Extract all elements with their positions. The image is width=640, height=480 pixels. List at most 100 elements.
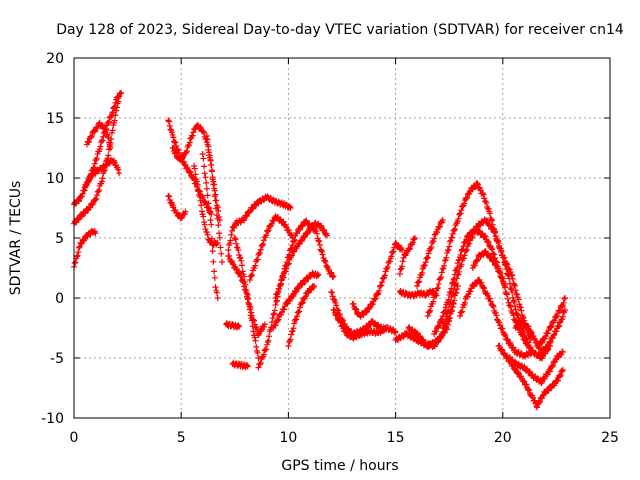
data-point (213, 205, 220, 212)
data-point (550, 332, 557, 339)
data-point (529, 394, 536, 401)
data-point (474, 181, 481, 188)
data-point (239, 268, 246, 275)
data-point (92, 230, 99, 237)
data-point (538, 340, 545, 347)
data-point (509, 294, 516, 301)
data-point (353, 306, 360, 313)
data-point (93, 195, 100, 202)
data-point (381, 272, 388, 279)
data-point (493, 262, 500, 269)
data-point (515, 369, 522, 376)
data-point (496, 269, 503, 276)
data-point (286, 204, 293, 211)
data-point (372, 295, 379, 302)
data-point (203, 133, 210, 139)
y-tick-label: -5 (50, 351, 64, 367)
data-point (253, 343, 260, 350)
data-point (521, 336, 528, 343)
data-point (491, 258, 498, 265)
data-point (72, 259, 79, 266)
data-point (501, 281, 508, 288)
data-point (226, 240, 233, 247)
data-point (466, 240, 473, 247)
data-point (199, 151, 206, 157)
data-point (435, 338, 442, 345)
data-point (296, 308, 303, 315)
data-point (314, 271, 321, 278)
data-point (98, 166, 105, 173)
data-point (170, 134, 177, 141)
data-point (486, 210, 493, 217)
y-tick-label: 5 (55, 231, 64, 247)
data-point (248, 273, 255, 280)
data-point (285, 343, 292, 349)
data-point (329, 274, 336, 281)
data-point (510, 344, 517, 351)
data-point (261, 321, 268, 328)
data-point (76, 244, 83, 251)
plot-frame (73, 57, 611, 419)
series-arc-e (83, 119, 114, 151)
data-point (538, 380, 545, 387)
series-arc-ah (469, 248, 553, 362)
data-point (511, 303, 518, 310)
x-tick-label: 0 (70, 430, 79, 446)
data-point (291, 320, 298, 327)
data-point (271, 310, 278, 317)
series-arc-j (199, 151, 221, 301)
data-point (88, 132, 95, 139)
data-point (75, 198, 82, 205)
series-arc-ad (414, 217, 446, 289)
data-point (416, 278, 423, 285)
data-point (288, 252, 295, 259)
data-point (456, 268, 463, 275)
data-point (517, 304, 524, 311)
data-point (212, 284, 219, 291)
data-point (445, 306, 452, 313)
data-point (397, 266, 404, 273)
data-point (549, 362, 556, 369)
data-point (201, 163, 208, 170)
data-point (559, 313, 566, 320)
data-point (173, 150, 180, 157)
data-point (206, 209, 213, 216)
data-point (71, 259, 78, 266)
data-point (274, 291, 281, 298)
data-point (432, 292, 439, 299)
data-point (108, 135, 115, 142)
data-point (321, 226, 328, 233)
data-point (252, 262, 259, 269)
data-point (271, 307, 278, 314)
data-point (208, 168, 215, 175)
data-point (208, 235, 215, 242)
data-point (207, 156, 214, 163)
data-point (263, 232, 270, 239)
data-point (293, 288, 300, 295)
data-point (520, 377, 527, 384)
data-point (272, 322, 279, 329)
data-point (186, 142, 193, 149)
data-point (561, 307, 568, 313)
series-arc-aj (506, 348, 566, 387)
data-point (513, 291, 520, 298)
data-point (201, 129, 208, 136)
data-point (211, 185, 218, 192)
data-point (99, 175, 106, 182)
data-point (298, 300, 305, 307)
data-point (86, 176, 93, 183)
data-point (214, 295, 221, 301)
data-point (237, 255, 244, 262)
data-point (490, 257, 497, 264)
data-point (523, 365, 530, 372)
data-point (228, 231, 235, 238)
data-point (265, 227, 272, 234)
data-point (203, 185, 210, 192)
data-point (526, 387, 533, 394)
data-point (282, 268, 289, 275)
data-point (503, 266, 510, 273)
data-point (449, 230, 456, 237)
data-point (512, 287, 519, 294)
data-point (391, 329, 398, 336)
